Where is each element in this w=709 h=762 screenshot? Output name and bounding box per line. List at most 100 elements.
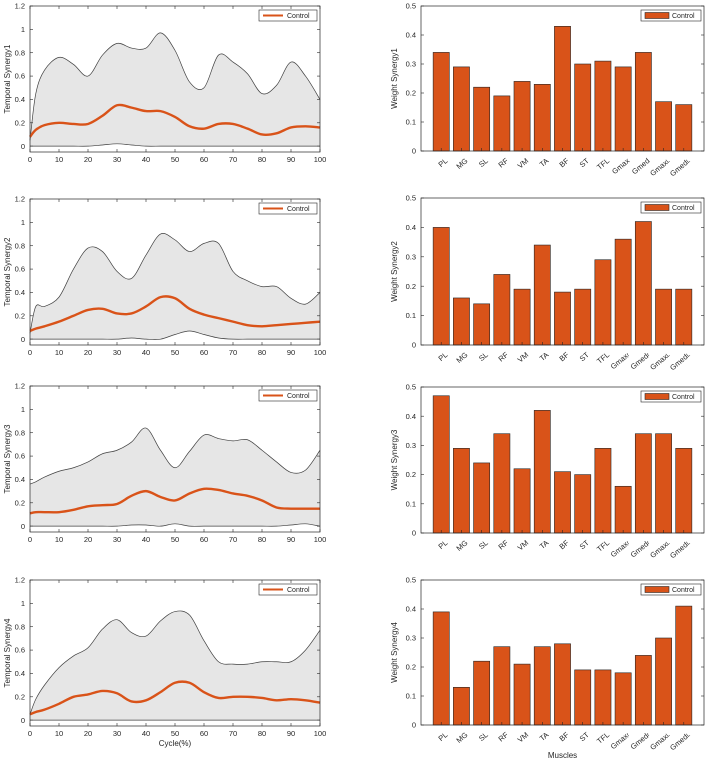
y-tick-label: 0	[21, 716, 25, 725]
y-tick-label: 0.1	[406, 311, 416, 320]
x-tick-label: ST	[577, 730, 590, 743]
y-tick-label: 1	[21, 405, 25, 414]
bar-tfl	[594, 448, 612, 534]
y-tick-label: 0.1	[406, 499, 416, 508]
x-tick-label: BF	[557, 538, 570, 551]
y-tick-label: 0	[412, 341, 416, 350]
y-tick-label: 0.2	[406, 282, 416, 291]
x-tick-label: Gmaxr	[608, 538, 631, 559]
y-tick-label: 0	[412, 147, 416, 156]
weight-chart-3: 00.10.20.30.40.5PL MG SL RF VM TA BF ST TFLGmaxr…	[390, 383, 705, 560]
x-tick-label: TA	[537, 538, 550, 551]
x-tick-label-text: PL	[436, 156, 449, 169]
legend-box	[258, 389, 318, 402]
x-tick-label: PL	[436, 350, 449, 363]
bar-sl	[473, 303, 491, 346]
lower-bound-line	[30, 330, 320, 340]
bar-vm	[513, 288, 531, 346]
x-tick-label: Gmaxr	[608, 350, 631, 371]
y-tick-label: 0.4	[15, 95, 25, 104]
x-tick-label: 90	[287, 348, 295, 357]
mean-curve-control	[29, 295, 321, 333]
y-tick-label: 0.5	[406, 383, 416, 392]
x-tick-label: 90	[287, 729, 295, 738]
bar-rf	[493, 274, 511, 346]
temporal-chart-2: 0 10 20 30 40 50 60 70 80 90 100 0 0.2 0.4 0.6 0.8 1 1.2 T…	[3, 195, 326, 357]
y-tick-label: 0.3	[406, 634, 416, 643]
x-tick-label-subscript: L	[686, 158, 692, 165]
x-tick-label: 100	[314, 348, 327, 357]
bar-st	[574, 288, 592, 346]
y-tick-label: 1	[21, 599, 25, 608]
x-tick-label: 0	[28, 729, 32, 738]
x-tick-label: 60	[200, 348, 208, 357]
y-axis-title: Temporal Synergy4	[3, 618, 12, 687]
bar-mg	[453, 686, 470, 726]
y-tick-label: 0.3	[406, 252, 416, 261]
x-tick-label-subscript: L	[686, 352, 692, 359]
bar-mg	[453, 297, 470, 346]
x-tick-label-subscript: r	[626, 352, 631, 358]
y-tick-label: 0.4	[15, 288, 25, 297]
bar-bf	[554, 471, 571, 534]
x-tick-label-subscript: r	[646, 540, 651, 546]
x-tick-label: 100	[314, 729, 327, 738]
x-tick-label-text: BF	[557, 538, 570, 551]
x-tick-label: 60	[200, 729, 208, 738]
bar-vm	[513, 663, 531, 726]
x-tick-label-text: VM	[516, 538, 530, 552]
legend-box	[258, 9, 318, 22]
x-tick-label: 70	[229, 348, 237, 357]
x-tick-label-subscript: L	[665, 540, 671, 547]
y-tick-label: 0.6	[15, 72, 25, 81]
variability-band	[30, 32, 320, 147]
x-tick-label: GmaxL	[648, 156, 672, 178]
legend-swatch	[644, 393, 670, 400]
x-tick-label: 10	[55, 535, 63, 544]
y-tick-label: 0.4	[15, 475, 25, 484]
weight-chart-2: 00.10.20.30.40.5PL MG SL RF VM TA BF ST TFLGmaxr…	[390, 194, 705, 372]
x-tick-label: GmaxL	[648, 538, 672, 560]
x-tick-label-subscript: r	[646, 732, 651, 738]
x-tick-label: 0	[28, 535, 32, 544]
y-axis-title: Weight Synergy4	[390, 622, 399, 683]
x-tick-label-text: RF	[496, 156, 510, 170]
x-tick-label-text: ST	[577, 156, 590, 169]
y-tick-label: 0.2	[406, 89, 416, 98]
legend: Control	[258, 202, 318, 215]
bar-bf	[554, 643, 571, 726]
bar-ta	[533, 84, 551, 152]
x-tick-label-text: MG	[454, 156, 469, 171]
bar-mg	[453, 66, 470, 152]
x-tick-label: 80	[258, 348, 266, 357]
variability-band	[30, 233, 320, 340]
y-tick-label: 0.2	[15, 311, 25, 320]
x-tick-label-subscript: r	[646, 352, 651, 358]
x-tick-label: 90	[287, 535, 295, 544]
legend: Control	[640, 201, 702, 214]
bar-pl	[432, 395, 450, 534]
bar-gmax	[614, 672, 632, 726]
x-tick-label: GmaxL	[648, 730, 672, 752]
y-tick-label: 0.5	[406, 576, 416, 585]
bar-mg	[453, 448, 470, 534]
y-tick-label: 0	[21, 142, 25, 151]
x-tick-label: 40	[142, 348, 150, 357]
x-tick-label: 30	[113, 729, 121, 738]
bar-gmax	[655, 101, 672, 152]
legend-label: Control	[672, 205, 695, 212]
legend-label: Control	[287, 13, 310, 20]
y-tick-label: 0.2	[15, 498, 25, 507]
legend: Control	[640, 390, 702, 403]
x-tick-label-text: PL	[436, 730, 449, 743]
x-tick-label-text: BF	[557, 156, 570, 169]
legend-label: Control	[287, 206, 310, 213]
x-tick-label-text: MG	[454, 350, 469, 365]
upper-bound-line	[29, 610, 321, 715]
x-tick-label: 50	[171, 155, 179, 164]
x-tick-label: 70	[229, 155, 237, 164]
bar-pl	[432, 227, 450, 346]
y-tick-label: 0.2	[15, 692, 25, 701]
bar-gmax	[614, 485, 632, 534]
mean-curve-control	[29, 103, 321, 138]
